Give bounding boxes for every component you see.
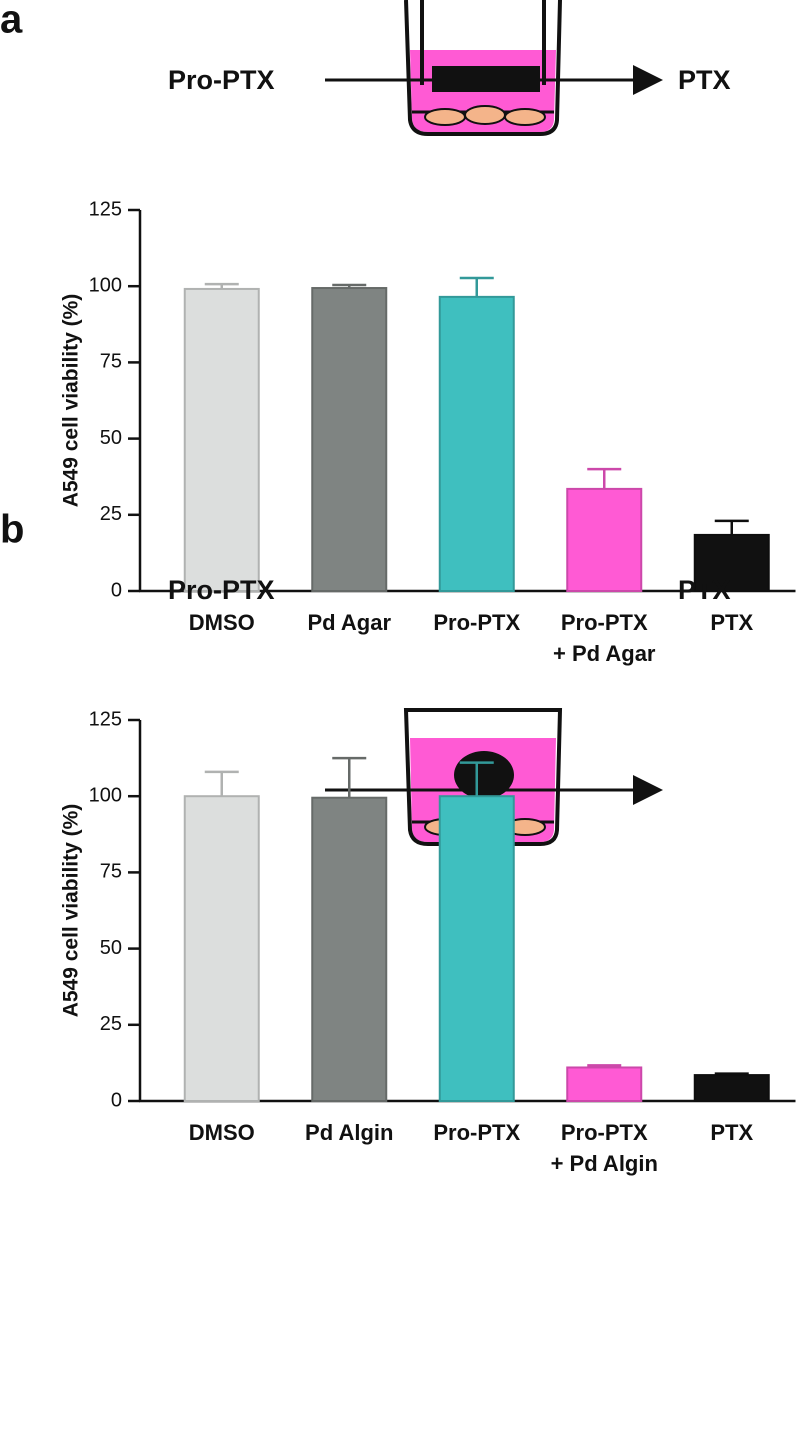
bar xyxy=(183,287,260,592)
x-tick-label: PTX xyxy=(710,1120,753,1145)
y-tick-label: 75 xyxy=(100,351,122,373)
panel-label: b xyxy=(0,508,24,552)
y-tick-label: 100 xyxy=(89,274,122,296)
y-tick-label: 25 xyxy=(100,503,122,525)
panel-label: a xyxy=(0,0,23,42)
x-tick-label: Pro-PTX xyxy=(433,610,520,635)
x-tick-label: Pro-PTX + Pd Agar xyxy=(553,610,656,666)
x-tick-label: Pd Algin xyxy=(305,1120,393,1145)
bar xyxy=(566,487,643,592)
y-tick-label: 125 xyxy=(89,198,122,220)
x-tick-label: DMSO xyxy=(189,1120,255,1145)
bar xyxy=(693,1074,770,1103)
y-tick-label: 50 xyxy=(100,427,122,449)
schematic-insert-well xyxy=(404,0,562,136)
x-tick-label: PTX xyxy=(710,610,753,635)
x-tick-label: DMSO xyxy=(189,610,255,635)
y-tick-label: 50 xyxy=(100,937,122,959)
diagram-input-label: Pro-PTX xyxy=(168,575,275,605)
x-tick-label: Pro-PTX + Pd Algin xyxy=(551,1120,658,1176)
bar xyxy=(311,796,388,1102)
y-tick-label: 0 xyxy=(111,579,122,601)
x-tick-label: Pd Agar xyxy=(307,610,391,635)
x-tick-label: Pro-PTX xyxy=(433,1120,520,1145)
bar xyxy=(693,533,770,593)
y-tick-label: 125 xyxy=(89,708,122,730)
bar xyxy=(183,795,260,1102)
y-tick-label: 0 xyxy=(111,1089,122,1111)
bar xyxy=(438,295,515,592)
bar xyxy=(311,287,388,592)
bar xyxy=(438,795,515,1102)
diagram-output-label: PTX xyxy=(678,65,731,95)
y-tick-label: 75 xyxy=(100,861,122,883)
diagram-input-label: Pro-PTX xyxy=(168,65,275,95)
y-axis-label: A549 cell viability (%) xyxy=(60,294,83,508)
y-axis-label: A549 cell viability (%) xyxy=(60,804,83,1018)
y-tick-label: 25 xyxy=(100,1013,122,1035)
diagram-output-label: PTX xyxy=(678,575,731,605)
y-tick-label: 100 xyxy=(89,784,122,806)
bar xyxy=(566,1066,643,1103)
